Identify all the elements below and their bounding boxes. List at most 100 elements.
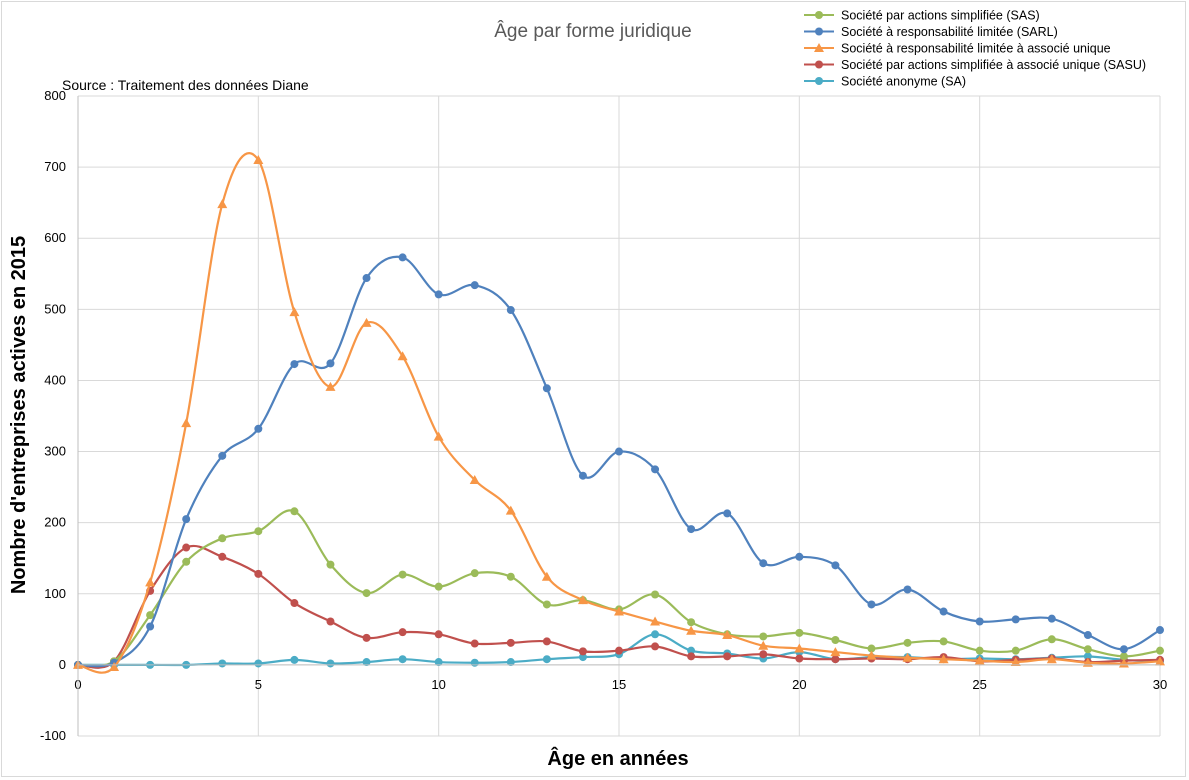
data-point [1011, 615, 1020, 624]
data-point [362, 274, 371, 283]
data-point [723, 509, 732, 518]
legend-swatch-marker [814, 43, 824, 52]
data-point [939, 607, 948, 616]
grid [77, 95, 1161, 737]
data-point [615, 646, 623, 655]
data-point [902, 652, 913, 662]
data-point [470, 281, 479, 290]
data-point [218, 659, 227, 668]
data-point [686, 625, 697, 635]
data-point [397, 351, 408, 361]
legend: Société par actions simplifiée (SAS) Soci… [804, 9, 1146, 89]
data-point [974, 655, 985, 665]
data-point [434, 290, 443, 299]
data-point [795, 628, 804, 637]
data-point [651, 465, 660, 474]
x-tick-label: 25 [972, 677, 986, 692]
data-point [651, 630, 660, 639]
legend-label: Société par actions simplifiée (SAS) [841, 9, 1040, 23]
data-point [182, 515, 191, 524]
legend-item: Société par actions simplifiée à associé… [804, 58, 1146, 72]
data-point [1046, 654, 1057, 664]
data-point [542, 637, 551, 646]
data-point [651, 642, 660, 651]
legend-swatch-marker [815, 60, 823, 69]
data-point [290, 599, 299, 608]
data-point [505, 505, 516, 515]
data-point [362, 589, 371, 598]
y-axis-label: Nombre d'entreprises actives en 2015 [8, 236, 30, 594]
legend-item: Société anonyme (SA) [804, 75, 966, 89]
data-point [217, 199, 228, 209]
y-tick-label: -100 [40, 728, 66, 743]
y-tick-label: 0 [59, 657, 66, 672]
x-tick-label: 30 [1153, 677, 1167, 692]
data-point [434, 630, 443, 639]
data-point [506, 638, 515, 647]
y-tick-label: 100 [44, 586, 66, 601]
data-point [578, 471, 587, 480]
data-point [1047, 614, 1056, 623]
data-point [326, 617, 335, 626]
x-axis-label: Âge en années [547, 746, 688, 770]
legend-item: Société par actions simplifiée (SAS) [804, 9, 1040, 23]
data-point [1083, 645, 1092, 654]
axes: -100010020030040050060070080005101520253… [40, 88, 1167, 743]
data-point [145, 577, 156, 587]
data-point [362, 658, 371, 667]
data-point [758, 640, 769, 650]
legend-swatch-marker [815, 77, 823, 85]
data-point [326, 659, 335, 668]
data-point [939, 637, 948, 646]
y-tick-label: 700 [44, 159, 66, 174]
x-tick-label: 10 [431, 677, 445, 692]
data-point [578, 647, 587, 656]
data-point [362, 633, 371, 642]
data-point [542, 655, 551, 664]
x-tick-label: 15 [612, 677, 626, 692]
data-point [577, 595, 588, 605]
data-point [615, 447, 623, 456]
data-point [290, 507, 299, 516]
data-point [254, 659, 263, 668]
data-point [687, 618, 696, 627]
data-point [867, 644, 876, 653]
data-point [1156, 646, 1164, 655]
data-point [542, 384, 551, 393]
data-point [506, 572, 515, 581]
series-2 [73, 152, 1165, 674]
data-point [723, 652, 732, 661]
data-point [254, 527, 263, 536]
legend-swatch-marker [815, 27, 823, 36]
legend-label: Société à responsabilité limitée (SARL) [841, 25, 1058, 39]
data-point [469, 475, 480, 484]
data-point [290, 655, 299, 664]
y-tick-label: 500 [44, 301, 66, 316]
legend-label: Société par actions simplifiée à associé… [841, 58, 1146, 72]
y-tick-label: 300 [44, 444, 66, 459]
data-point [218, 534, 227, 543]
y-tick-label: 600 [44, 230, 66, 245]
x-tick-label: 5 [255, 677, 262, 692]
data-point [650, 616, 661, 626]
data-point [831, 561, 840, 570]
data-point [434, 658, 443, 667]
data-point [903, 585, 912, 594]
data-point [830, 647, 841, 657]
data-point [326, 560, 335, 569]
chart-subtitle: Source : Traitement des données Diane [62, 77, 309, 93]
data-point [1155, 656, 1165, 666]
series-line [77, 255, 1161, 668]
data-point [506, 306, 515, 315]
data-point [433, 431, 444, 441]
data-point [289, 307, 300, 317]
data-point [146, 622, 155, 631]
data-point [651, 590, 660, 599]
data-point [975, 617, 984, 626]
data-point [398, 253, 407, 262]
data-point [1011, 646, 1020, 655]
data-point [326, 359, 335, 368]
data-point [867, 600, 876, 609]
data-point [181, 418, 192, 428]
